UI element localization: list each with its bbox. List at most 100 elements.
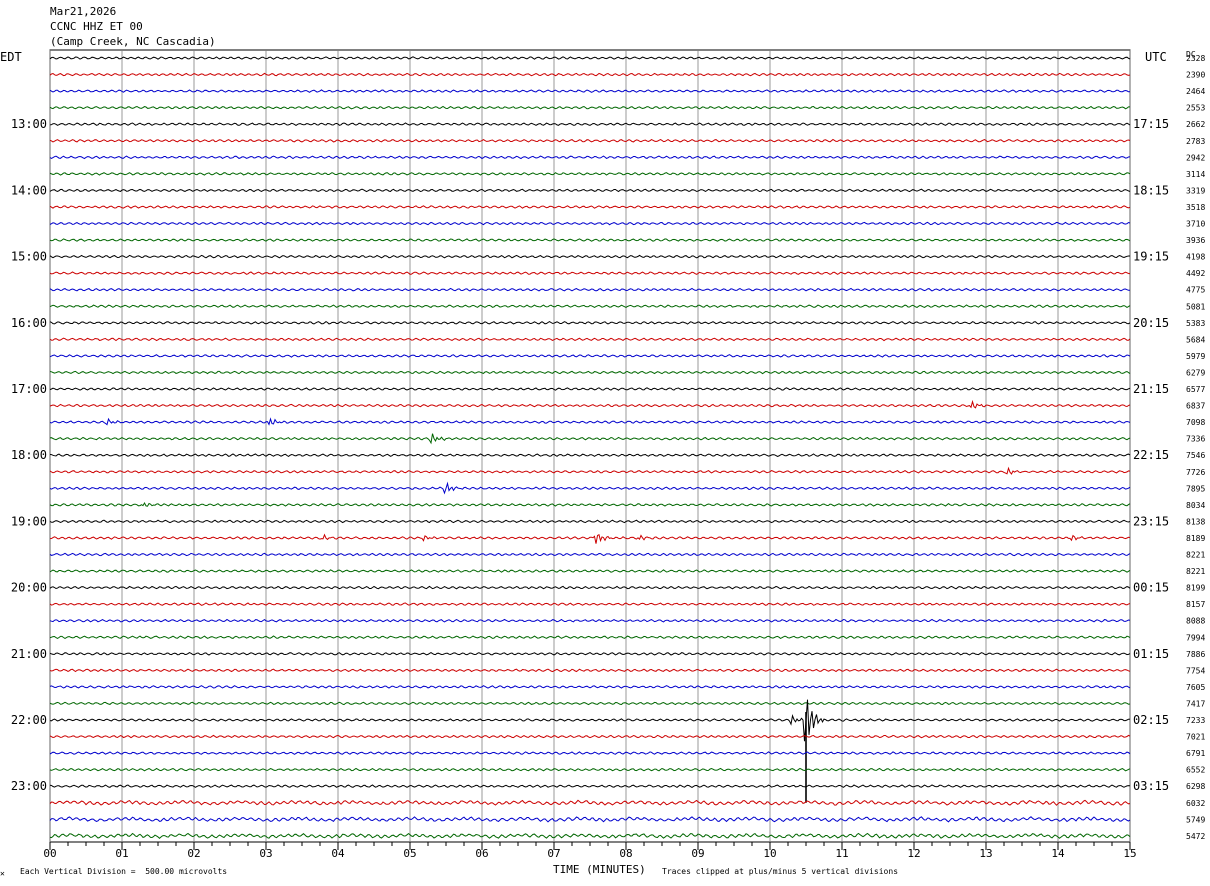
dc-offset-7: 2942 (1186, 153, 1205, 162)
dc-offset-40: 7417 (1186, 699, 1205, 708)
dc-offset-17: 5383 (1186, 319, 1205, 328)
trace-20 (49, 370, 1131, 375)
trace-45 (49, 784, 1131, 789)
right-hour-1815: 18:15 (1133, 183, 1169, 197)
dc-offset-13: 4198 (1186, 253, 1205, 262)
dc-offset-26: 7726 (1186, 468, 1205, 477)
x-tick-label-01: 01 (115, 847, 128, 860)
trace-16 (49, 304, 1131, 309)
right-hour-2315: 23:15 (1133, 514, 1169, 528)
right-hour-1715: 17:15 (1133, 117, 1169, 131)
dc-offset-47: 5749 (1186, 815, 1205, 824)
footer-mark: ✕ (0, 869, 5, 878)
trace-17 (49, 320, 1131, 325)
trace-40 (49, 701, 1131, 706)
dc-offset-2: 2390 (1186, 71, 1205, 80)
trace-19 (49, 354, 1131, 358)
dc-offset-41: 7233 (1186, 716, 1205, 725)
x-tick-label-11: 11 (835, 847, 848, 860)
trace-5 (49, 122, 1131, 127)
left-hour-2000: 20:00 (11, 581, 47, 595)
dc-offset-27: 7895 (1186, 484, 1205, 493)
left-timezone-label: EDT (0, 50, 22, 64)
dc-offset-34: 8157 (1186, 600, 1205, 609)
dc-offset-35: 8088 (1186, 617, 1205, 626)
dc-offset-42: 7021 (1186, 733, 1205, 742)
x-tick-label-09: 09 (691, 847, 704, 860)
x-tick-label-12: 12 (907, 847, 920, 860)
trace-37 (49, 652, 1131, 656)
left-hour-1700: 17:00 (11, 382, 47, 396)
dc-offset-28: 8034 (1186, 501, 1205, 510)
dc-offset-15: 4775 (1186, 286, 1205, 295)
trace-46 (49, 799, 1131, 806)
station-code: CCNC HHZ ET 00 (50, 20, 143, 33)
dc-offset-25: 7546 (1186, 451, 1205, 460)
dc-offset-48: 5472 (1186, 832, 1205, 841)
x-tick-label-06: 06 (475, 847, 488, 860)
dc-offset-19: 5979 (1186, 352, 1205, 361)
x-tick-label-13: 13 (979, 847, 992, 860)
dc-offset-6: 2783 (1186, 137, 1205, 146)
dc-offset-11: 3710 (1186, 220, 1205, 229)
dc-offset-46: 6032 (1186, 799, 1205, 808)
dc-offset-8: 3114 (1186, 170, 1205, 179)
dc-offset-37: 7886 (1186, 650, 1205, 659)
x-tick-label-05: 05 (403, 847, 416, 860)
dc-offset-21: 6577 (1186, 385, 1205, 394)
left-hour-2100: 21:00 (11, 647, 47, 661)
trace-47 (49, 816, 1131, 823)
x-tick-label-08: 08 (619, 847, 632, 860)
trace-21 (49, 387, 1131, 391)
trace-1 (49, 56, 1131, 60)
left-hour-2300: 23:00 (11, 779, 47, 793)
x-tick-label-00: 00 (43, 847, 56, 860)
trace-28 (49, 501, 1131, 507)
trace-33 (49, 585, 1131, 590)
trace-30 (49, 533, 1131, 544)
trace-38 (49, 668, 1131, 673)
dc-offset-33: 8199 (1186, 584, 1205, 593)
trace-7 (49, 155, 1131, 160)
dc-offset-43: 6791 (1186, 749, 1205, 758)
left-hour-1400: 14:00 (11, 183, 47, 197)
dc-offset-23: 7098 (1186, 418, 1205, 427)
trace-27 (49, 481, 1131, 495)
trace-8 (49, 172, 1131, 176)
dc-offset-29: 8138 (1186, 517, 1205, 526)
trace-43 (49, 751, 1131, 755)
dc-offset-1: 2328 (1186, 54, 1205, 63)
dc-offset-3: 2464 (1186, 87, 1205, 96)
dc-offset-22: 6837 (1186, 402, 1205, 411)
x-tick-label-15: 15 (1123, 847, 1136, 860)
trace-36 (49, 635, 1131, 639)
dc-offset-38: 7754 (1186, 666, 1205, 675)
record-date: Mar21,2026 (50, 5, 117, 18)
trace-6 (49, 138, 1131, 143)
trace-32 (49, 569, 1131, 573)
trace-12 (49, 238, 1131, 242)
dc-offset-12: 3936 (1186, 236, 1205, 245)
dc-offset-5: 2662 (1186, 120, 1205, 129)
right-hour-2015: 20:15 (1133, 316, 1169, 330)
trace-34 (49, 602, 1131, 606)
station-location: (Camp Creek, NC Cascadia) (50, 35, 216, 48)
trace-3 (49, 89, 1130, 93)
trace-2 (49, 72, 1131, 77)
dc-column-label: DC (1186, 50, 1196, 59)
trace-42 (49, 734, 1131, 739)
trace-24 (49, 433, 1131, 445)
trace-10 (49, 205, 1131, 209)
dc-offset-20: 6279 (1186, 368, 1205, 377)
plot-frame (49, 49, 1131, 843)
x-tick-label-04: 04 (331, 847, 345, 860)
dc-offset-10: 3518 (1186, 203, 1205, 212)
right-hour-2215: 22:15 (1133, 448, 1169, 462)
dc-offset-24: 7336 (1186, 435, 1205, 444)
trace-35 (49, 618, 1131, 623)
trace-48 (49, 832, 1131, 839)
trace-15 (49, 287, 1131, 292)
dc-offset-18: 5684 (1186, 335, 1205, 344)
right-hour-0315: 03:15 (1133, 779, 1169, 793)
